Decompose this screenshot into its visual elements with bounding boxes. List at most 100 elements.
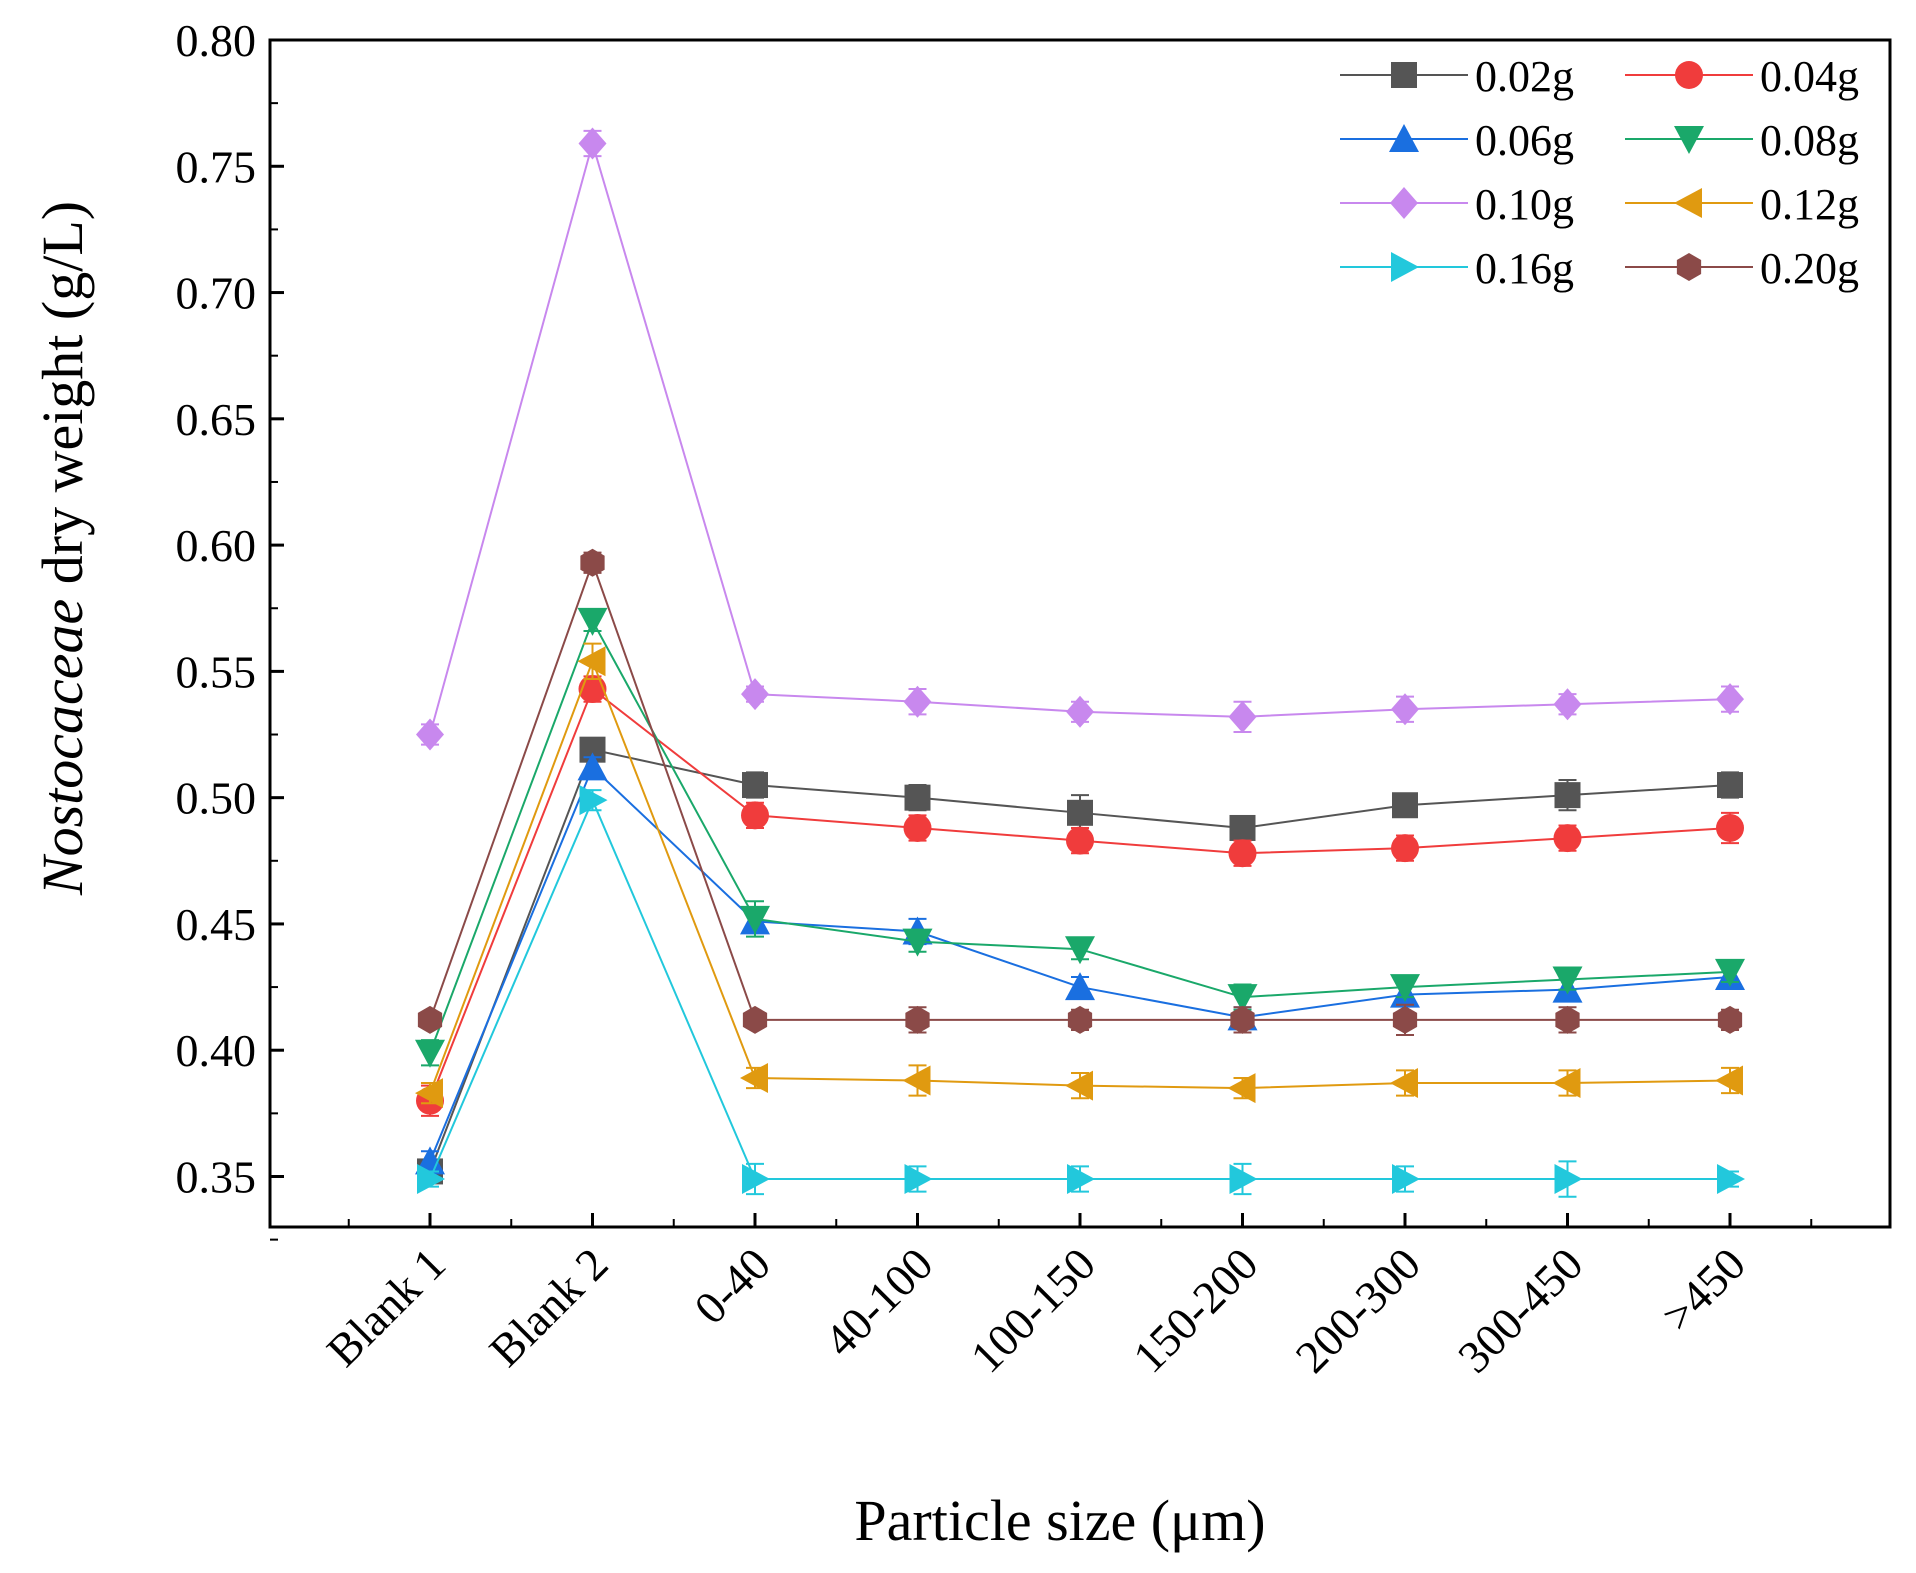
data-point bbox=[1228, 839, 1257, 868]
y-tick-label: 0.80 bbox=[176, 15, 257, 66]
x-tick-label: 100-150 bbox=[961, 1238, 1105, 1382]
data-point bbox=[580, 548, 605, 577]
data-point bbox=[1392, 1005, 1418, 1034]
data-point bbox=[1552, 1068, 1581, 1099]
y-axis-title-italic: Nostocaceae bbox=[30, 599, 95, 896]
data-point bbox=[1554, 782, 1581, 809]
data-point bbox=[1716, 813, 1744, 842]
y-axis-ticks: 0.35 0.40 0.45 0.50 0.55 0.60 0.65 0.70 0.75 0.80 bbox=[176, 15, 284, 1241]
legend-label: 0.16g bbox=[1475, 244, 1574, 293]
x-tick-label: 40-100 bbox=[814, 1238, 942, 1366]
legend-item-0.10g: 0.10g bbox=[1340, 180, 1574, 229]
data-point bbox=[1717, 772, 1743, 799]
series-0.16g bbox=[417, 785, 1745, 1198]
legend-marker bbox=[1389, 124, 1419, 152]
legend-label: 0.12g bbox=[1760, 180, 1859, 229]
series-line bbox=[429, 687, 1731, 1102]
data-point bbox=[903, 685, 932, 718]
data-point bbox=[902, 928, 933, 957]
legend-marker bbox=[1675, 61, 1703, 89]
data-point bbox=[903, 813, 932, 842]
data-point bbox=[904, 1164, 933, 1195]
data-point bbox=[1065, 972, 1095, 1001]
legend-label: 0.04g bbox=[1760, 52, 1859, 101]
x-tick-label: 150-200 bbox=[1123, 1238, 1267, 1382]
data-point bbox=[1717, 1005, 1743, 1034]
legend-marker bbox=[1674, 188, 1702, 218]
legend-label: 0.20g bbox=[1760, 244, 1859, 293]
data-point bbox=[1066, 826, 1094, 855]
data-point bbox=[1553, 824, 1582, 853]
data-point bbox=[1228, 700, 1257, 733]
x-tick-label: Blank 1 bbox=[317, 1238, 455, 1376]
y-axis-title-rest: dry weight (g/L) bbox=[30, 201, 95, 599]
data-point bbox=[742, 1164, 770, 1195]
data-point bbox=[1227, 1073, 1256, 1104]
x-tick-label: 300-450 bbox=[1448, 1238, 1592, 1382]
series-0.10g bbox=[416, 127, 1744, 751]
data-point bbox=[577, 646, 606, 677]
data-point bbox=[740, 905, 770, 934]
data-point bbox=[905, 1005, 930, 1034]
data-point bbox=[1067, 1005, 1093, 1034]
y-tick-label: 0.60 bbox=[176, 520, 257, 571]
x-tick-label: 200-300 bbox=[1286, 1238, 1430, 1382]
data-point bbox=[742, 772, 768, 799]
x-axis-ticks: Blank 1 Blank 2 0-40 40-100 100-150 150-200 20… bbox=[317, 1213, 1813, 1382]
data-point bbox=[1555, 1005, 1580, 1034]
y-tick-label: 0.50 bbox=[176, 773, 257, 824]
data-point bbox=[1229, 814, 1256, 841]
data-point bbox=[1554, 1164, 1583, 1195]
data-point bbox=[1390, 1068, 1418, 1099]
data-point bbox=[1553, 688, 1582, 721]
y-tick-label: 0.70 bbox=[176, 268, 257, 319]
legend-marker bbox=[1674, 126, 1704, 154]
data-point bbox=[417, 1005, 443, 1034]
data-point bbox=[415, 1039, 445, 1068]
y-tick-label: 0.35 bbox=[176, 1151, 257, 1202]
x-tick-label: >450 bbox=[1652, 1238, 1755, 1341]
series-0.08g bbox=[415, 607, 1745, 1068]
legend-marker bbox=[1391, 252, 1419, 282]
data-point bbox=[741, 678, 769, 711]
data-point bbox=[415, 1078, 443, 1109]
data-point bbox=[1066, 695, 1094, 728]
data-point bbox=[902, 1065, 931, 1096]
plot-frame-rect bbox=[268, 38, 1892, 1229]
data-point bbox=[1229, 1164, 1258, 1195]
data-point bbox=[1390, 974, 1420, 1003]
plot-frame bbox=[268, 38, 1892, 1229]
legend-label: 0.02g bbox=[1475, 52, 1574, 101]
data-point bbox=[742, 1005, 768, 1034]
legend-item-0.04g: 0.04g bbox=[1625, 52, 1859, 101]
data-point bbox=[741, 801, 769, 830]
x-axis-title: Particle size (μm) bbox=[854, 1488, 1265, 1553]
data-point bbox=[1067, 799, 1093, 826]
data-point bbox=[1391, 693, 1419, 726]
legend-item-0.06g: 0.06g bbox=[1340, 116, 1574, 165]
data-point bbox=[1715, 1065, 1743, 1096]
x-tick-label: Blank 2 bbox=[479, 1238, 617, 1376]
data-point bbox=[1065, 936, 1095, 965]
legend-item-0.20g: 0.20g bbox=[1625, 244, 1859, 293]
y-tick-label: 0.40 bbox=[176, 1025, 257, 1076]
data-point bbox=[577, 752, 608, 781]
data-point bbox=[904, 784, 931, 811]
legend-marker bbox=[1390, 187, 1418, 219]
x-tick-label: 0-40 bbox=[684, 1238, 780, 1334]
y-tick-label: 0.55 bbox=[176, 646, 257, 697]
data-point bbox=[1227, 984, 1258, 1013]
legend-label: 0.06g bbox=[1475, 116, 1574, 165]
data-point bbox=[1391, 834, 1419, 863]
legend-label: 0.10g bbox=[1475, 180, 1574, 229]
legend: 0.02g 0.04g 0.06g 0.08g 0.10g 0.12g 0.16g 0.20g bbox=[1340, 52, 1859, 293]
y-tick-label: 0.65 bbox=[176, 394, 257, 445]
series-0.20g bbox=[417, 548, 1743, 1037]
legend-label: 0.08g bbox=[1760, 116, 1859, 165]
data-point bbox=[577, 607, 608, 636]
series-group bbox=[415, 127, 1745, 1198]
y-axis-title: Nostocaceae dry weight (g/L) bbox=[30, 201, 95, 896]
legend-item-0.12g: 0.12g bbox=[1625, 180, 1859, 229]
legend-item-0.08g: 0.08g bbox=[1625, 116, 1859, 165]
